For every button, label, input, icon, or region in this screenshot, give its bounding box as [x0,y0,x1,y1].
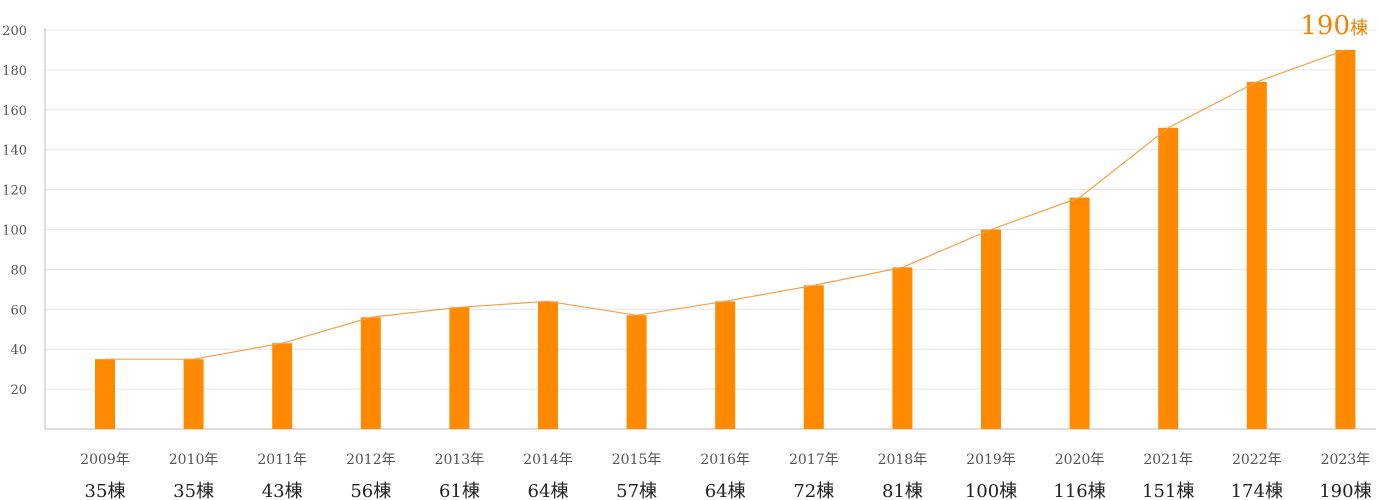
y-tick-label: 120 [2,184,27,199]
x-category-label: 2015年 [612,452,662,468]
x-count-label: 100棟 [965,481,1017,500]
y-tick-label: 20 [10,383,27,398]
x-count-label: 35棟 [173,481,214,500]
y-tick-label: 180 [2,64,27,79]
x-category-label: 2019年 [966,452,1016,468]
bar [1335,49,1356,429]
x-category-label: 2010年 [169,452,219,468]
x-category-label: 2013年 [435,452,485,468]
trend-line [105,49,1346,360]
x-count-label: 43棟 [262,481,303,500]
x-count-label: 35棟 [85,481,126,500]
bar [360,317,381,429]
x-category-label: 2016年 [700,452,750,468]
x-category-label: 2023年 [1321,452,1371,468]
y-axis [44,28,1376,430]
y-tick-label: 200 [2,24,27,39]
callout-unit: 棟 [1350,18,1368,39]
x-count-label: 151棟 [1142,481,1194,500]
bar [715,301,736,429]
bar [892,267,913,429]
bar [183,359,204,429]
x-count-label: 72棟 [793,481,834,500]
bar [1069,197,1090,429]
x-count-label: 174棟 [1231,481,1283,500]
x-category-label: 2012年 [346,452,396,468]
latest-value-callout: 190棟 [1300,11,1368,41]
trend-polyline [105,49,1346,360]
bar [1158,127,1179,429]
x-count-label: 57棟 [616,481,657,500]
bar [95,359,115,429]
x-count-label: 116棟 [1053,481,1105,500]
callout-number: 190 [1300,11,1350,41]
gridlines: 20 40 60 80 100 120 140 160 180 200 [2,24,1376,398]
x-category-label: 2017年 [789,452,839,468]
y-tick-label: 100 [2,224,27,239]
bar [803,285,824,429]
x-count-label: 81棟 [882,481,923,500]
x-count-label: 64棟 [528,481,569,500]
y-tick-label: 40 [10,343,27,358]
x-category-label: 2009年 [80,452,130,468]
x-category-label: 2020年 [1055,452,1105,468]
y-tick-label: 80 [10,263,27,278]
x-count-label: 64棟 [705,481,746,500]
y-tick-label: 140 [2,144,27,159]
x-category-label: 2011年 [257,452,307,468]
x-category-label: 2021年 [1143,452,1193,468]
bar [981,229,1001,429]
bars [95,49,1356,430]
x-count-label: 56棟 [350,481,391,500]
x-axis-labels: 2009年 35棟 2010年 35棟 2011年 43棟 2012年 56棟 2013年 61棟… [80,452,1371,500]
bar [538,301,558,429]
x-category-label: 2022年 [1232,452,1282,468]
bar [626,315,647,429]
x-category-label: 2018年 [878,452,928,468]
y-tick-label: 60 [10,303,27,318]
bar [272,343,293,429]
y-tick-label: 160 [2,104,27,119]
x-count-label: 61棟 [439,481,480,500]
x-category-label: 2014年 [523,452,573,468]
bar [449,307,470,429]
x-count-label: 190棟 [1319,481,1371,500]
bar [1246,81,1267,430]
